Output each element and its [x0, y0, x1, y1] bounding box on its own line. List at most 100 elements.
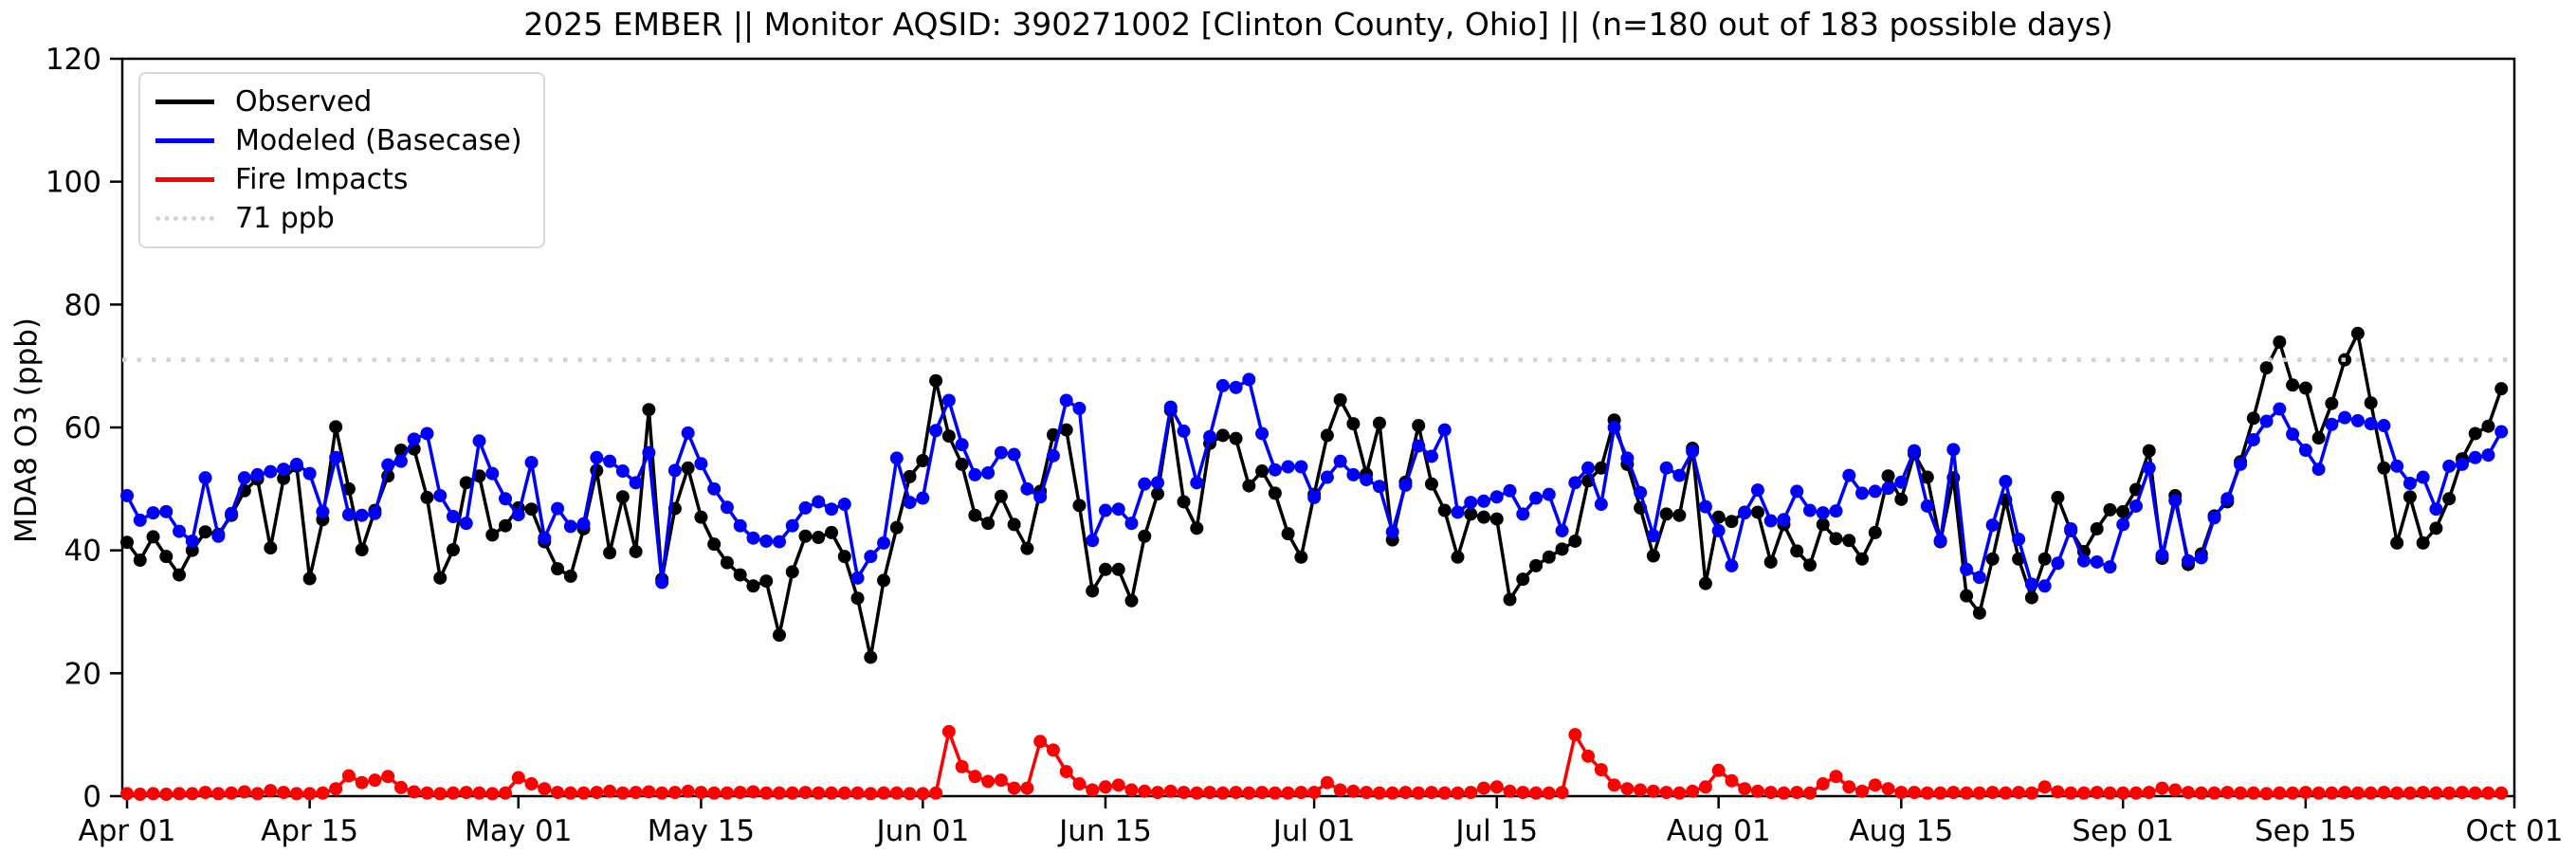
- data-point: [1568, 476, 1582, 490]
- data-point: [264, 784, 278, 798]
- data-point: [407, 432, 421, 446]
- data-point: [1868, 484, 1882, 499]
- data-point: [1999, 475, 2013, 489]
- data-point: [759, 786, 774, 800]
- data-point: [1111, 562, 1125, 576]
- y-tick-label: 0: [82, 780, 101, 814]
- data-point: [655, 575, 669, 590]
- data-point: [1424, 449, 1438, 463]
- data-point: [472, 786, 486, 800]
- data-point: [1842, 468, 1856, 482]
- data-point: [1033, 735, 1048, 749]
- data-point: [1894, 786, 1909, 800]
- data-point: [655, 786, 669, 800]
- data-point: [2338, 410, 2352, 425]
- data-point: [302, 572, 317, 586]
- data-point: [720, 555, 734, 570]
- data-point: [329, 420, 343, 434]
- data-point: [576, 517, 591, 531]
- data-point: [237, 471, 251, 485]
- data-point: [1437, 503, 1452, 517]
- data-point: [1698, 499, 1712, 514]
- data-point: [1346, 467, 1361, 481]
- data-point: [903, 469, 917, 483]
- data-point: [173, 568, 187, 582]
- data-point: [120, 787, 134, 801]
- data-point: [185, 534, 199, 548]
- data-point: [551, 786, 565, 800]
- data-point: [511, 508, 525, 522]
- data-point: [2325, 786, 2339, 800]
- data-point: [2142, 786, 2156, 800]
- data-point: [1881, 481, 1895, 496]
- data-point: [615, 490, 630, 504]
- data-point: [2481, 419, 2495, 433]
- data-point: [1542, 550, 1556, 564]
- data-point: [302, 466, 317, 481]
- data-point: [968, 508, 982, 522]
- data-point: [368, 773, 382, 788]
- data-point: [1686, 445, 1700, 459]
- data-point: [1190, 786, 1204, 800]
- data-point: [1763, 786, 1778, 800]
- data-point: [2494, 425, 2509, 439]
- data-point: [825, 525, 839, 539]
- data-point: [1346, 417, 1361, 431]
- data-point: [2468, 786, 2482, 800]
- data-point: [1999, 786, 2013, 800]
- data-point: [1007, 781, 1021, 795]
- data-point: [499, 518, 513, 533]
- data-point: [1464, 786, 1478, 800]
- data-point: [407, 785, 421, 799]
- data-point: [1698, 576, 1712, 590]
- legend-label: Observed: [235, 85, 373, 118]
- data-point: [1542, 487, 1556, 501]
- data-point: [133, 513, 147, 527]
- data-point: [1268, 463, 1282, 477]
- y-tick-label: 40: [64, 535, 101, 569]
- data-point: [1646, 529, 1660, 543]
- data-point: [2442, 492, 2457, 506]
- data-point: [1476, 781, 1490, 795]
- data-point: [1802, 558, 1817, 572]
- data-point: [1437, 786, 1452, 800]
- data-point: [812, 495, 826, 509]
- legend-item: Fire Impacts: [155, 161, 522, 198]
- data-point: [941, 429, 956, 444]
- data-point: [1829, 770, 1843, 784]
- data-point: [2155, 781, 2169, 795]
- series-line: [126, 730, 2502, 796]
- data-point: [1489, 512, 1504, 526]
- data-point: [903, 496, 917, 510]
- data-point: [864, 550, 878, 564]
- data-point: [889, 451, 904, 465]
- data-point: [420, 426, 434, 441]
- data-point: [211, 529, 226, 543]
- data-point: [1777, 786, 1791, 800]
- data-point: [2364, 417, 2378, 431]
- data-point: [2182, 786, 2196, 800]
- data-point: [1894, 475, 1909, 489]
- data-point: [2311, 431, 2326, 445]
- data-point: [1203, 786, 1217, 800]
- data-point: [472, 434, 486, 448]
- data-point: [981, 517, 996, 531]
- y-tick-label: 20: [64, 657, 101, 691]
- data-point: [2377, 419, 2391, 433]
- x-tick-label: Jun 15: [1057, 814, 1152, 848]
- data-point: [289, 787, 303, 801]
- data-point: [981, 774, 996, 789]
- data-point: [2246, 432, 2260, 446]
- data-point: [2246, 411, 2260, 426]
- data-point: [446, 510, 460, 524]
- data-point: [264, 541, 278, 555]
- data-point: [1672, 508, 1687, 522]
- data-point: [1451, 786, 1465, 800]
- data-point: [563, 569, 577, 583]
- x-tick-label: Jul 01: [1271, 814, 1356, 848]
- data-point: [707, 481, 722, 496]
- x-tick-label: Jun 01: [874, 814, 969, 848]
- data-point: [968, 770, 982, 784]
- data-point: [329, 450, 343, 464]
- data-point: [1346, 784, 1361, 798]
